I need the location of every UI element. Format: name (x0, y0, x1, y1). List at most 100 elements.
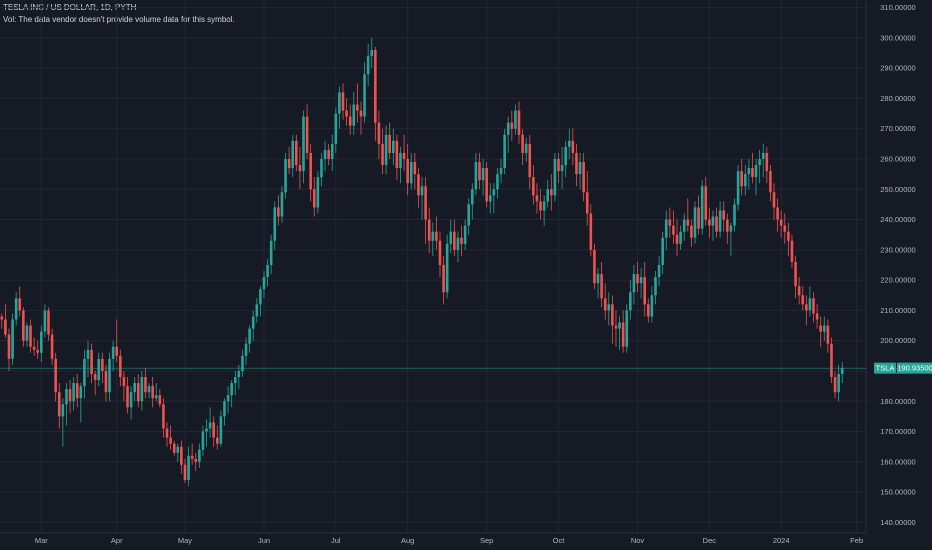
candle-body (460, 237, 463, 244)
candle-body (761, 152, 765, 159)
candle-body (136, 383, 140, 402)
candle (679, 225, 682, 250)
candle-body (248, 328, 251, 344)
candle-body (506, 122, 510, 135)
price-tick-label: 240.00000 (880, 215, 915, 224)
candle-body (833, 377, 837, 393)
candle-body (431, 231, 435, 241)
candle (226, 386, 230, 414)
price-tick-label: 310.00000 (880, 3, 915, 12)
price-tag-value: 190.93500 (897, 364, 932, 373)
candle (18, 286, 22, 317)
candle (664, 210, 668, 250)
price-tick-label: 140.00000 (880, 518, 915, 527)
candle-body (140, 377, 144, 402)
candle (108, 352, 111, 402)
candle-body (815, 313, 819, 320)
candle (614, 310, 618, 347)
candle-body (679, 231, 682, 244)
candle-body (808, 298, 812, 311)
candle-body (539, 201, 542, 211)
candle-body (754, 165, 758, 178)
candle (140, 370, 144, 411)
candle (359, 101, 363, 135)
candle-body (790, 240, 794, 262)
candle-body (14, 298, 18, 320)
candle-body (334, 113, 338, 144)
candle (657, 255, 661, 287)
candle (822, 316, 826, 341)
candle (550, 174, 553, 211)
candle-body (567, 140, 571, 147)
candle (675, 219, 679, 256)
candle (546, 180, 550, 208)
candle (417, 168, 420, 208)
candle-body (68, 389, 72, 402)
candle-body (262, 277, 266, 290)
candle-body (18, 298, 22, 311)
price-tick-label: 220.00000 (880, 276, 915, 285)
candle (449, 219, 453, 253)
price-tick-label: 160.00000 (880, 457, 915, 466)
price-tag[interactable]: TSLA 190.93500 (874, 362, 932, 374)
candle-body (729, 225, 733, 232)
candle-body (453, 231, 456, 250)
candle-body (467, 204, 471, 226)
candle (237, 364, 241, 390)
candle-body (575, 152, 578, 175)
candle (593, 243, 596, 290)
candle-body (589, 213, 593, 250)
candle (111, 340, 115, 371)
candle (708, 207, 711, 238)
candle-body (291, 140, 295, 169)
candles (0, 37, 844, 487)
candle-body (675, 234, 679, 244)
candle-body (65, 389, 68, 405)
candle-body (172, 443, 176, 453)
candle-body (237, 370, 241, 378)
candle (50, 328, 54, 365)
candle-body (377, 122, 381, 144)
candle-body (269, 240, 273, 265)
candle (334, 107, 338, 153)
candle (715, 207, 718, 238)
candle (783, 213, 787, 244)
candle (693, 201, 697, 244)
candle-body (352, 104, 356, 126)
candle-body (779, 219, 783, 226)
candle (180, 440, 183, 474)
candle (230, 380, 233, 408)
candle-body (22, 310, 25, 341)
candle (790, 234, 794, 269)
candle (765, 146, 769, 184)
candle (424, 177, 427, 244)
candle-body (801, 295, 805, 305)
candle-body (765, 152, 769, 172)
candle (29, 319, 32, 353)
time-tick-label: May (178, 536, 192, 545)
candle-body (783, 225, 787, 232)
candle (323, 140, 327, 172)
candle-body (603, 298, 607, 311)
price-tick-label: 260.00000 (880, 154, 915, 163)
candle (492, 183, 496, 214)
candle-body (111, 346, 115, 359)
candle (366, 43, 370, 87)
candle (190, 443, 194, 465)
candle (769, 165, 772, 202)
candle (68, 380, 72, 414)
candle (194, 452, 198, 471)
candle (772, 183, 776, 220)
candle-body (456, 237, 460, 250)
price-tick-label: 280.00000 (880, 94, 915, 103)
candle-body (704, 186, 708, 220)
candle (298, 146, 302, 190)
candle (471, 183, 474, 220)
candle-body (277, 207, 280, 217)
candle-body (399, 152, 402, 169)
candle-body (165, 428, 169, 438)
candle-body (90, 349, 93, 375)
candle-body (126, 386, 129, 408)
candle (726, 213, 729, 244)
